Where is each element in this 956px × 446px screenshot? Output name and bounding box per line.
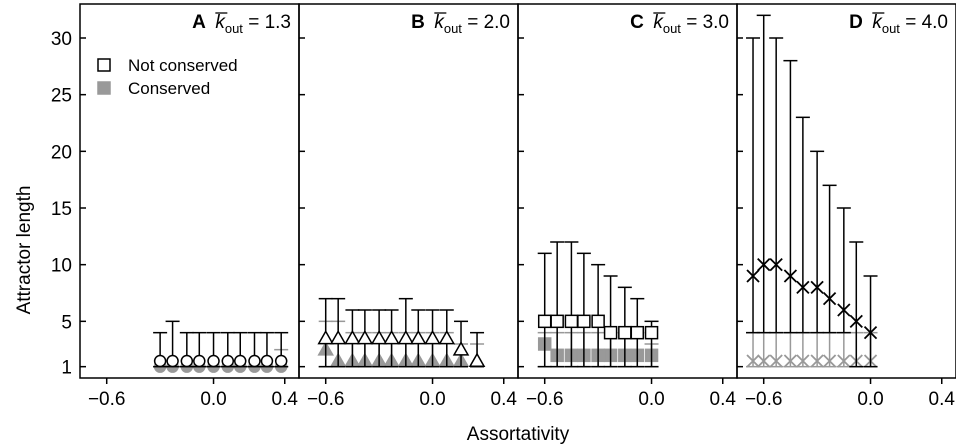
data-point	[746, 354, 760, 368]
series-not-conserved	[153, 320, 289, 368]
data-point	[757, 354, 771, 368]
data-point	[618, 325, 632, 340]
y-tick-label: 1	[61, 358, 72, 379]
y-axis-label: Attractor length	[14, 186, 35, 315]
data-point	[153, 354, 167, 368]
data-point	[221, 354, 235, 368]
x-tick-label: 0.0	[419, 389, 445, 410]
data-point	[260, 354, 274, 368]
data-point	[180, 354, 194, 368]
data-point	[630, 325, 645, 340]
data-point	[577, 314, 591, 329]
x-tick-label: −0.6	[307, 389, 345, 410]
panel-d: −0.6 0.0 0.4 D kout = 4.0	[736, 3, 956, 410]
data-point	[564, 314, 579, 329]
data-point	[810, 354, 824, 368]
panel-title: C kout = 3.0	[630, 12, 729, 36]
x-tick-label: 0.0	[200, 389, 226, 410]
data-point	[837, 354, 851, 368]
data-point	[537, 314, 552, 329]
data-point	[274, 354, 288, 368]
data-point	[769, 354, 783, 368]
data-point	[356, 329, 374, 345]
y-tick-label: 30	[51, 29, 72, 50]
x-tick-label: −0.6	[88, 389, 126, 410]
data-point	[452, 341, 470, 356]
data-point	[757, 258, 771, 272]
data-point	[248, 354, 261, 368]
y-tick-label: 5	[61, 312, 72, 333]
data-point	[329, 329, 347, 345]
legend-label: Conserved	[128, 79, 210, 98]
data-point	[438, 329, 456, 345]
data-point	[424, 329, 441, 345]
data-point	[410, 329, 427, 345]
x-tick-label: 0.4	[272, 389, 299, 410]
data-point	[822, 354, 837, 368]
x-axis-label: Assortativity	[467, 424, 570, 445]
y-tick-label: 10	[51, 256, 72, 277]
data-point	[849, 314, 863, 328]
data-point	[746, 269, 760, 283]
x-tick-label: −0.6	[745, 389, 783, 410]
series-not-conserved	[746, 14, 878, 368]
data-point	[397, 329, 415, 345]
x-tick-label: 0.0	[857, 389, 883, 410]
data-point	[810, 280, 824, 294]
y-tick-label: 25	[51, 86, 72, 107]
series-conserved	[746, 331, 878, 368]
data-point	[550, 314, 564, 329]
data-point	[783, 354, 798, 368]
x-tick-label: 0.4	[491, 389, 518, 410]
data-point	[783, 269, 798, 283]
data-point	[822, 292, 837, 306]
panel-title: A kout = 1.3	[192, 12, 291, 36]
x-tick-label: 0.4	[710, 389, 737, 410]
data-point	[370, 329, 388, 345]
x-tick-label: 0.4	[929, 389, 956, 410]
legend-marker	[97, 81, 111, 95]
data-point	[207, 354, 220, 368]
x-tick-label: 0.0	[638, 389, 664, 410]
data-point	[769, 258, 783, 272]
series-not-conserved	[317, 297, 486, 368]
data-point	[796, 354, 810, 368]
data-point	[796, 280, 810, 294]
x-tick-label: −0.6	[526, 389, 564, 410]
legend-label: Not conserved	[128, 56, 238, 75]
data-point	[317, 329, 334, 345]
y-tick-label: 20	[51, 142, 72, 163]
panel-title: B kout = 2.0	[411, 12, 510, 36]
data-point	[193, 354, 206, 368]
panel-frame	[736, 3, 956, 379]
data-point	[837, 303, 851, 317]
panel-title: D kout = 4.0	[849, 12, 948, 36]
data-point	[603, 325, 618, 340]
legend: Not conserved Conserved	[97, 56, 238, 98]
data-point	[591, 314, 605, 329]
data-point	[233, 354, 247, 368]
panel-c: −0.6 0.0 0.4 C kout = 3.0	[517, 3, 738, 410]
series-not-conserved	[537, 241, 659, 368]
data-point	[863, 326, 878, 340]
data-point	[344, 329, 361, 345]
data-point	[166, 354, 179, 368]
data-point	[383, 329, 400, 345]
panel-b: −0.6 0.0 0.4 B kout = 2.0	[298, 3, 519, 410]
data-point	[468, 352, 486, 367]
legend-marker	[97, 58, 111, 72]
data-point	[644, 325, 659, 340]
y-tick-label: 15	[51, 199, 72, 220]
